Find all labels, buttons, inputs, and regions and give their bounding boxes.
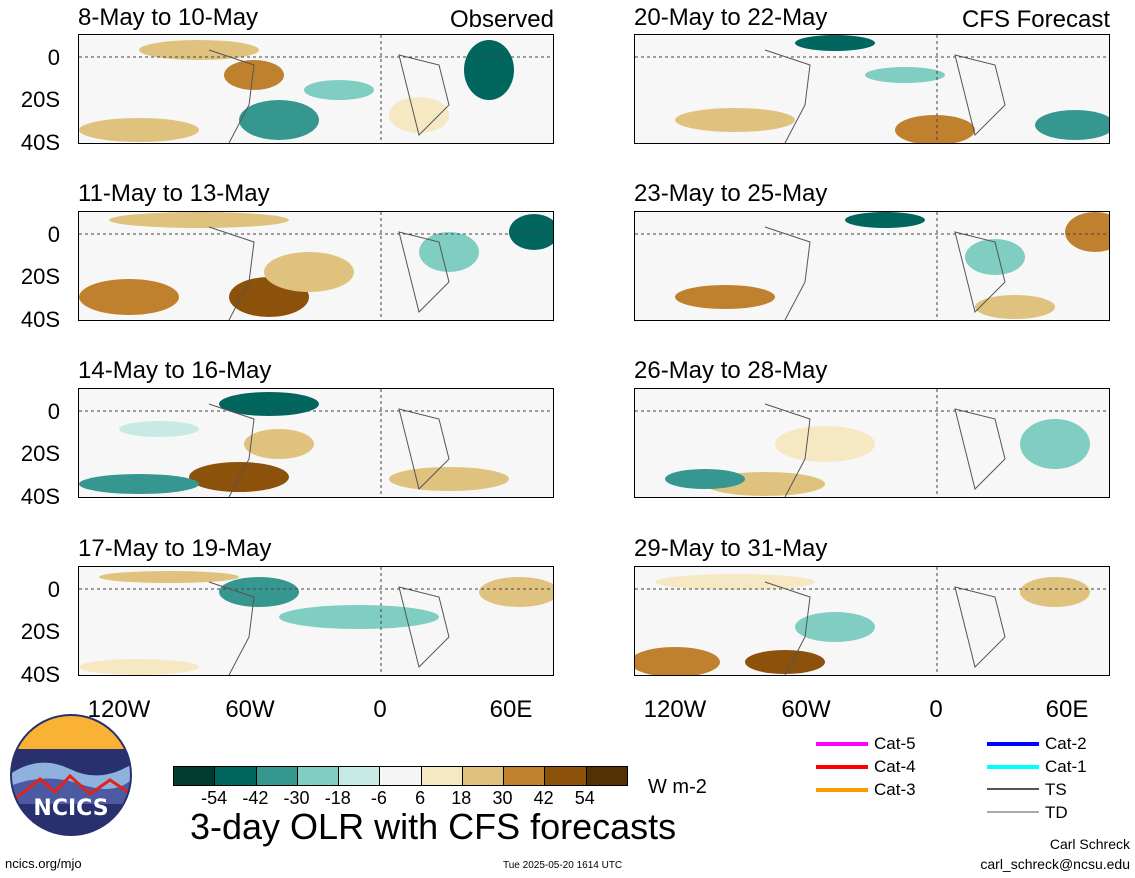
lat-label-0: 0: [47, 45, 60, 70]
lat-label-40s: 40S: [20, 130, 60, 155]
observed-label: Observed: [449, 6, 554, 33]
storm-legend-label: Cat-4: [874, 757, 916, 776]
colorbar-swatch: [544, 767, 586, 785]
panel-title-3: 14-May to 16-May: [78, 357, 272, 384]
map-panel-observed-3: [78, 388, 554, 498]
map-panel-forecast-1: [634, 34, 1110, 144]
logo-text: NCICS: [33, 796, 109, 821]
lon-label-120w: 120W: [643, 696, 707, 723]
storm-legend-label: TD: [1045, 803, 1068, 822]
colorbar-tick-label: -18: [324, 788, 351, 808]
lon-label-60e: 60E: [1045, 696, 1089, 723]
colorbar-tick-label: 30: [492, 788, 513, 808]
lat-label-40s: 40S: [20, 307, 60, 332]
map-panel-observed-2: [78, 211, 554, 321]
colorbar-swatch: [461, 767, 504, 785]
map-panel-observed-1: [78, 34, 554, 144]
storm-legend-label: Cat-5: [874, 734, 916, 753]
lat-label-0: 0: [47, 577, 60, 602]
author-email[interactable]: carl_schreck@ncsu.edu: [980, 856, 1130, 872]
colorbar-swatch: [379, 767, 421, 785]
colorbar-tick-label: -54: [201, 788, 228, 808]
panel-title-7: 26-May to 28-May: [634, 357, 828, 384]
panel-title-5: 20-May to 22-May: [634, 4, 828, 31]
storm-legend-label: TS: [1045, 780, 1067, 799]
storm-legend-line: [816, 742, 868, 746]
panel-title-1: 8-May to 10-May: [78, 4, 259, 31]
storm-legend-line: [987, 788, 1039, 790]
colorbar-tick-label: 18: [451, 788, 472, 808]
storm-legend-line: [987, 765, 1039, 769]
map-panel-forecast-3: [634, 388, 1110, 498]
colorbar-swatch: [420, 767, 462, 785]
timestamp: Tue 2025-05-20 1614 UTC: [503, 860, 623, 871]
map-panel-forecast-4: [634, 566, 1110, 676]
colorbar-tick-label: 54: [574, 788, 595, 808]
panel-title-6: 23-May to 25-May: [634, 180, 828, 207]
colorbar-swatch: [585, 767, 627, 785]
colorbar-tick-label: -6: [370, 788, 387, 808]
map-panel-forecast-2: [634, 211, 1110, 321]
colorbar-swatch: [296, 767, 339, 785]
map-panel-observed-4: [78, 566, 554, 676]
storm-legend-label: Cat-1: [1045, 757, 1087, 776]
colorbar-swatch: [338, 767, 380, 785]
lat-label-20s: 20S: [20, 441, 60, 466]
lat-label-0: 0: [47, 399, 60, 424]
lon-label-120w: 120W: [87, 696, 151, 723]
panel-title-8: 29-May to 31-May: [634, 535, 828, 562]
lon-label-60w: 60W: [781, 696, 831, 723]
colorbar-tick-label: 6: [415, 788, 426, 808]
source-url[interactable]: ncics.org/mjo: [5, 856, 82, 871]
lon-label-60e: 60E: [489, 696, 533, 723]
colorbar-swatch: [174, 767, 215, 785]
forecast-label: CFS Forecast: [961, 6, 1110, 33]
lat-label-40s: 40S: [20, 484, 60, 509]
colorbar-swatch: [503, 767, 545, 785]
colorbar-tick-label: 42: [533, 788, 554, 808]
panel-title-4: 17-May to 19-May: [78, 535, 272, 562]
author: Carl Schreck: [1049, 836, 1130, 852]
lon-label-0: 0: [929, 696, 943, 723]
lat-label-20s: 20S: [20, 619, 60, 644]
storm-legend-line: [816, 788, 868, 792]
figure-title: 3-day OLR with CFS forecasts: [190, 806, 677, 847]
lat-label-20s: 20S: [20, 87, 60, 112]
lon-label-0: 0: [373, 696, 387, 723]
storm-legend-label: Cat-3: [874, 780, 916, 799]
storm-legend-line: [987, 742, 1039, 746]
colorbar-swatch: [214, 767, 256, 785]
colorbar-tick-label: -30: [283, 788, 310, 808]
colorbar-swatch: [255, 767, 297, 785]
colorbar-tick-label: -42: [242, 788, 269, 808]
unit-label: W m-2: [648, 776, 707, 798]
storm-legend-line: [816, 765, 868, 769]
storm-legend-label: Cat-2: [1045, 734, 1087, 753]
lon-label-60w: 60W: [225, 696, 275, 723]
colorbar: [173, 766, 628, 786]
ncics-logo: NCICS: [10, 714, 132, 836]
lat-label-20s: 20S: [20, 264, 60, 289]
lat-label-0: 0: [47, 222, 60, 247]
lat-label-40s: 40S: [20, 662, 60, 687]
storm-legend-line: [987, 811, 1039, 813]
panel-title-2: 11-May to 13-May: [78, 180, 270, 207]
